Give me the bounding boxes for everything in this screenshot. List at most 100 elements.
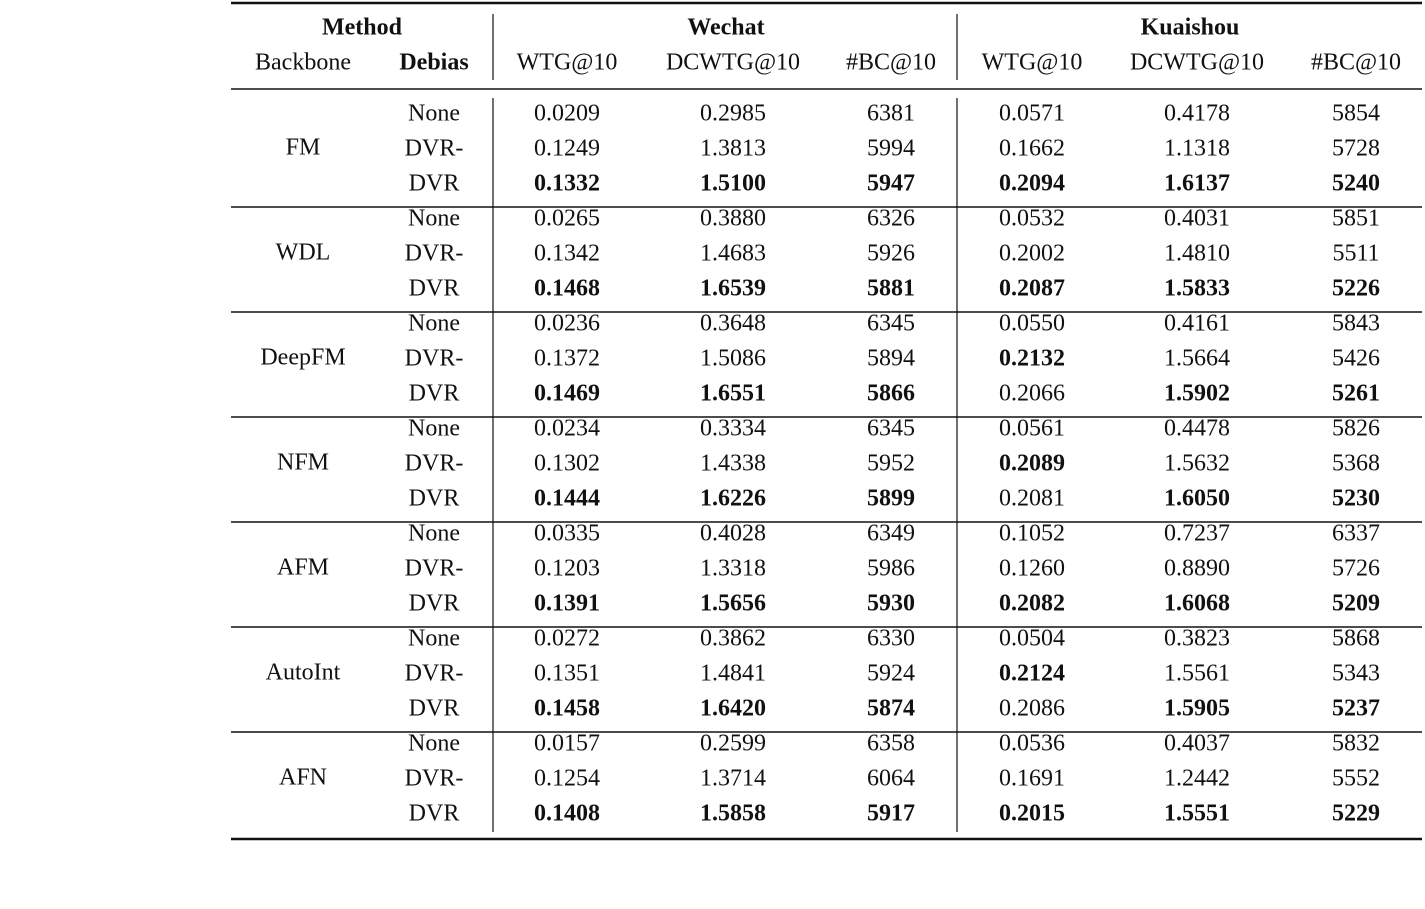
metric-value: 0.1458	[534, 696, 600, 722]
debias-label: DVR	[409, 801, 460, 827]
metric-value: 0.2599	[700, 731, 766, 757]
metric-value: 6326	[867, 206, 915, 232]
metric-header: WTG@10	[517, 50, 618, 76]
metric-value: 0.0504	[999, 626, 1065, 652]
metric-value: 5994	[867, 136, 915, 162]
metric-value: 0.4037	[1164, 731, 1230, 757]
metric-value: 5261	[1332, 381, 1380, 407]
metric-value: 0.1342	[534, 241, 600, 267]
metric-value: 1.5632	[1164, 451, 1230, 477]
metric-value: 6337	[1332, 521, 1380, 547]
metric-value: 5854	[1332, 101, 1380, 127]
metric-value: 5728	[1332, 136, 1380, 162]
debias-label: None	[408, 311, 460, 337]
metric-value: 5952	[867, 451, 915, 477]
metric-value: 1.5902	[1164, 381, 1230, 407]
metric-value: 1.4810	[1164, 241, 1230, 267]
metric-value: 5230	[1332, 486, 1380, 512]
metric-value: 0.3823	[1164, 626, 1230, 652]
metric-value: 0.1332	[534, 171, 600, 197]
metric-value: 0.3334	[700, 416, 766, 442]
metric-value: 1.5664	[1164, 346, 1230, 372]
metric-value: 1.5858	[700, 801, 766, 827]
backbone-label: WDL	[276, 240, 331, 266]
metric-value: 5832	[1332, 731, 1380, 757]
metric-value: 0.2086	[999, 696, 1065, 722]
backbone-label: AFM	[277, 555, 329, 581]
debias-label: None	[408, 731, 460, 757]
metric-value: 1.3714	[700, 766, 766, 792]
metric-value: 5552	[1332, 766, 1380, 792]
metric-value: 1.1318	[1164, 136, 1230, 162]
backbone-label: FM	[286, 135, 321, 161]
metric-value: 0.0209	[534, 101, 600, 127]
debias-label: None	[408, 101, 460, 127]
metric-value: 1.4841	[700, 661, 766, 687]
metric-value: 5826	[1332, 416, 1380, 442]
metric-value: 5511	[1332, 241, 1379, 267]
metric-value: 5874	[867, 696, 915, 722]
metric-value: 0.0561	[999, 416, 1065, 442]
metric-value: 5851	[1332, 206, 1380, 232]
debias-label: DVR-	[405, 451, 464, 477]
metric-value: 5917	[867, 801, 915, 827]
debias-label: None	[408, 206, 460, 232]
metric-value: 1.6551	[700, 381, 766, 407]
debias-label: DVR-	[405, 241, 464, 267]
metric-value: 1.4683	[700, 241, 766, 267]
metric-value: 0.0236	[534, 311, 600, 337]
dataset-header: Kuaishou	[1141, 15, 1240, 41]
metric-value: 5226	[1332, 276, 1380, 302]
backbone-header: Backbone	[255, 50, 351, 76]
metric-value: 1.5561	[1164, 661, 1230, 687]
debias-label: DVR	[409, 381, 460, 407]
metric-value: 0.1254	[534, 766, 600, 792]
metric-value: 5229	[1332, 801, 1380, 827]
debias-header: Debias	[399, 50, 468, 76]
metric-value: 5881	[867, 276, 915, 302]
debias-label: DVR-	[405, 346, 464, 372]
metric-value: 5209	[1332, 591, 1380, 617]
metric-value: 0.1249	[534, 136, 600, 162]
metric-value: 5924	[867, 661, 915, 687]
metric-value: 1.5100	[700, 171, 766, 197]
debias-label: None	[408, 521, 460, 547]
metric-value: 0.1302	[534, 451, 600, 477]
metric-value: 1.6050	[1164, 486, 1230, 512]
metric-value: 0.0536	[999, 731, 1065, 757]
metric-value: 5986	[867, 556, 915, 582]
metric-value: 6345	[867, 311, 915, 337]
metric-value: 0.1052	[999, 521, 1065, 547]
metric-value: 0.1372	[534, 346, 600, 372]
metric-value: 0.2082	[999, 591, 1065, 617]
metric-value: 6358	[867, 731, 915, 757]
metric-value: 1.5656	[700, 591, 766, 617]
method-header: Method	[322, 15, 403, 41]
debias-label: None	[408, 416, 460, 442]
debias-label: None	[408, 626, 460, 652]
metric-value: 1.4338	[700, 451, 766, 477]
metric-value: 0.4031	[1164, 206, 1230, 232]
metric-value: 0.1260	[999, 556, 1065, 582]
metric-value: 5894	[867, 346, 915, 372]
debias-label: DVR	[409, 171, 460, 197]
debias-label: DVR	[409, 276, 460, 302]
metric-header: #BC@10	[846, 50, 936, 76]
backbone-label: DeepFM	[260, 345, 345, 371]
metric-value: 5426	[1332, 346, 1380, 372]
debias-label: DVR-	[405, 766, 464, 792]
metric-value: 0.1203	[534, 556, 600, 582]
dataset-header: Wechat	[687, 15, 764, 41]
metric-value: 0.4478	[1164, 416, 1230, 442]
metric-value: 5237	[1332, 696, 1380, 722]
metric-value: 0.0157	[534, 731, 600, 757]
metric-value: 1.3813	[700, 136, 766, 162]
metric-value: 1.5905	[1164, 696, 1230, 722]
metric-value: 0.0571	[999, 101, 1065, 127]
debias-label: DVR	[409, 486, 460, 512]
metric-value: 0.4028	[700, 521, 766, 547]
metric-header: DCWTG@10	[1130, 50, 1264, 76]
metric-value: 6345	[867, 416, 915, 442]
metric-value: 0.0335	[534, 521, 600, 547]
metric-value: 0.2124	[999, 661, 1065, 687]
